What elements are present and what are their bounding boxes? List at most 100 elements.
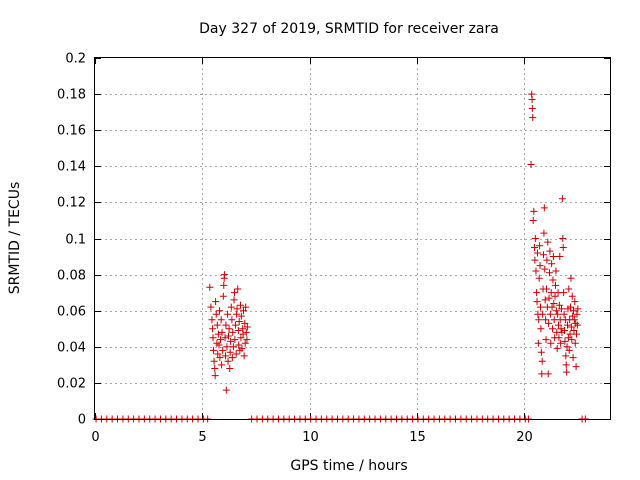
- data-point: [570, 307, 578, 315]
- data-point: [549, 253, 557, 261]
- data-point: [553, 345, 561, 353]
- y-tick-label: 0.16: [57, 124, 86, 139]
- data-point: [214, 330, 222, 338]
- data-point: [538, 370, 546, 378]
- data-point: [532, 267, 540, 275]
- data-point: [232, 321, 240, 329]
- data-point: [219, 292, 227, 300]
- data-point: [544, 238, 552, 246]
- data-point: [570, 316, 578, 324]
- x-tick-label: 10: [302, 430, 319, 445]
- data-point: [534, 339, 542, 347]
- data-point: [236, 301, 244, 309]
- data-point: [536, 262, 544, 270]
- data-point: [228, 316, 236, 324]
- data-point: [546, 247, 554, 255]
- y-tick-label: 0.04: [57, 341, 86, 356]
- data-point: [542, 316, 550, 324]
- data-point: [235, 341, 243, 349]
- data-point: [573, 321, 581, 329]
- data-point: [217, 316, 225, 324]
- data-point: [213, 321, 221, 329]
- data-point: [223, 343, 231, 351]
- data-point: [238, 345, 246, 353]
- data-point: [217, 336, 225, 344]
- data-point: [228, 354, 236, 362]
- data-point: [557, 325, 565, 333]
- chart-title: Day 327 of 2019, SRMTID for receiver zar…: [199, 21, 499, 37]
- data-point: [533, 289, 541, 297]
- data-point: [216, 354, 224, 362]
- data-point: [227, 303, 235, 311]
- data-point: [237, 334, 245, 342]
- data-point: [533, 298, 541, 306]
- data-point: [226, 348, 234, 356]
- data-point: [573, 330, 581, 338]
- data-point: [229, 328, 237, 336]
- x-axis-label: GPS time / hours: [290, 458, 407, 474]
- data-point: [563, 368, 571, 376]
- x-tick-label: 15: [409, 430, 426, 445]
- data-point: [207, 303, 215, 311]
- y-tick-label: 0.14: [57, 160, 86, 175]
- data-point: [542, 285, 550, 293]
- data-point: [566, 330, 574, 338]
- data-point: [209, 334, 217, 342]
- data-point: [562, 361, 570, 369]
- data-point: [545, 319, 553, 327]
- data-point: [562, 352, 570, 360]
- data-point: [219, 346, 227, 354]
- data-point: [232, 350, 240, 358]
- data-point: [557, 339, 565, 347]
- x-tick-label: 20: [516, 430, 533, 445]
- data-point: [558, 195, 566, 203]
- data-point: [537, 325, 545, 333]
- data-point: [548, 303, 556, 311]
- data-point: [230, 296, 238, 304]
- data-point: [560, 310, 568, 318]
- x-tick-label: 0: [91, 430, 99, 445]
- data-point: [564, 334, 572, 342]
- data-point: [235, 318, 243, 326]
- data-point: [535, 274, 543, 282]
- data-point: [556, 253, 564, 261]
- data-point: [540, 229, 548, 237]
- data-point: [565, 346, 573, 354]
- data-point: [561, 337, 569, 345]
- grid: [95, 58, 610, 419]
- data-point: [529, 216, 537, 224]
- data-point: [571, 298, 579, 306]
- data-point: [561, 327, 569, 335]
- data-point: [215, 341, 223, 349]
- data-point: [214, 350, 222, 358]
- data-point: [531, 256, 539, 264]
- data-point: [530, 244, 538, 252]
- data-point: [211, 364, 219, 372]
- data-point: [226, 364, 234, 372]
- data-point: [573, 310, 581, 318]
- plot-frame: [94, 57, 611, 420]
- data-point: [559, 244, 567, 252]
- data-point: [560, 289, 568, 297]
- data-point: [229, 343, 237, 351]
- data-point: [224, 310, 232, 318]
- data-point: [547, 289, 555, 297]
- data-point: [527, 160, 535, 168]
- data-point: [221, 334, 229, 342]
- data-point: [569, 312, 577, 320]
- data-point: [224, 357, 232, 365]
- y-tick-label: 0.02: [57, 377, 86, 392]
- y-tick-label: 0.1: [65, 233, 86, 248]
- data-point: [215, 307, 223, 315]
- data-points: [92, 90, 589, 423]
- data-point: [221, 271, 229, 279]
- data-point: [565, 285, 573, 293]
- data-point: [555, 334, 563, 342]
- data-point: [533, 249, 541, 257]
- data-point: [547, 339, 555, 347]
- data-point: [242, 328, 250, 336]
- data-point: [209, 346, 217, 354]
- data-point: [545, 294, 553, 302]
- data-point: [558, 305, 566, 313]
